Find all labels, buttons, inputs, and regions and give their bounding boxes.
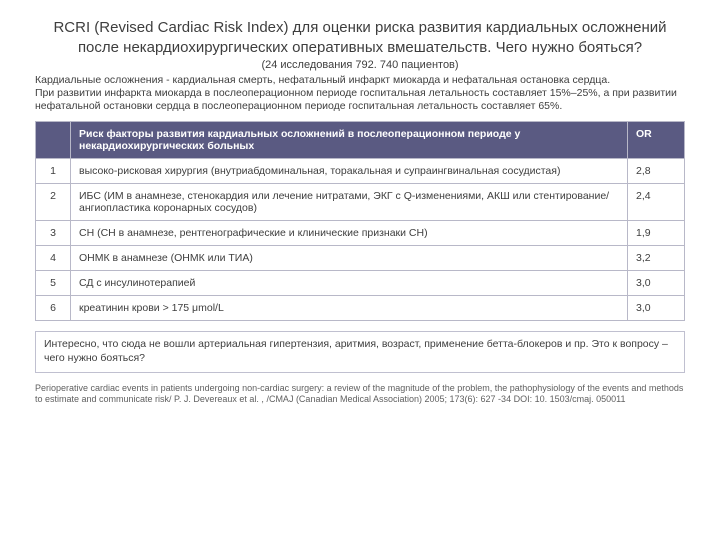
row-factor: ОНМК в анамнезе (ОНМК или ТИА) <box>71 246 628 271</box>
rcri-table: Риск факторы развития кардиальных осложн… <box>35 121 685 321</box>
row-num: 1 <box>36 159 71 184</box>
row-or: 3,0 <box>628 271 685 296</box>
table-row: 1 высоко-рисковая хирургия (внутриабдоми… <box>36 159 685 184</box>
row-factor: высоко-рисковая хирургия (внутриабдомина… <box>71 159 628 184</box>
header-blank <box>36 122 71 159</box>
table-row: 3 СН (СН в анамнезе, рентгенографические… <box>36 221 685 246</box>
intro-paragraph: Кардиальные осложнения - кардиальная сме… <box>35 74 685 113</box>
table-row: 5 СД с инсулинотерапией 3,0 <box>36 271 685 296</box>
row-factor: СД с инсулинотерапией <box>71 271 628 296</box>
table-row: 6 креатинин крови > 175 μmol/L 3,0 <box>36 296 685 321</box>
row-or: 3,2 <box>628 246 685 271</box>
row-num: 3 <box>36 221 71 246</box>
row-num: 5 <box>36 271 71 296</box>
table-row: 4 ОНМК в анамнезе (ОНМК или ТИА) 3,2 <box>36 246 685 271</box>
row-num: 4 <box>36 246 71 271</box>
note-box: Интересно, что сюда не вошли артериальна… <box>35 331 685 372</box>
row-factor: креатинин крови > 175 μmol/L <box>71 296 628 321</box>
row-num: 6 <box>36 296 71 321</box>
page-title: RCRI (Revised Cardiac Risk Index) для оц… <box>35 18 685 57</box>
subtitle: (24 исследования 792. 740 пациентов) <box>35 59 685 71</box>
row-factor: ИБС (ИМ в анамнезе, стенокардия или лече… <box>71 184 628 221</box>
header-factors: Риск факторы развития кардиальных осложн… <box>71 122 628 159</box>
row-or: 2,4 <box>628 184 685 221</box>
row-factor: СН (СН в анамнезе, рентгенографические и… <box>71 221 628 246</box>
row-or: 3,0 <box>628 296 685 321</box>
row-or: 2,8 <box>628 159 685 184</box>
row-or: 1,9 <box>628 221 685 246</box>
table-row: 2 ИБС (ИМ в анамнезе, стенокардия или ле… <box>36 184 685 221</box>
reference-citation: Perioperative cardiac events in patients… <box>35 383 685 406</box>
table-body: 1 высоко-рисковая хирургия (внутриабдоми… <box>36 159 685 321</box>
header-or: OR <box>628 122 685 159</box>
row-num: 2 <box>36 184 71 221</box>
